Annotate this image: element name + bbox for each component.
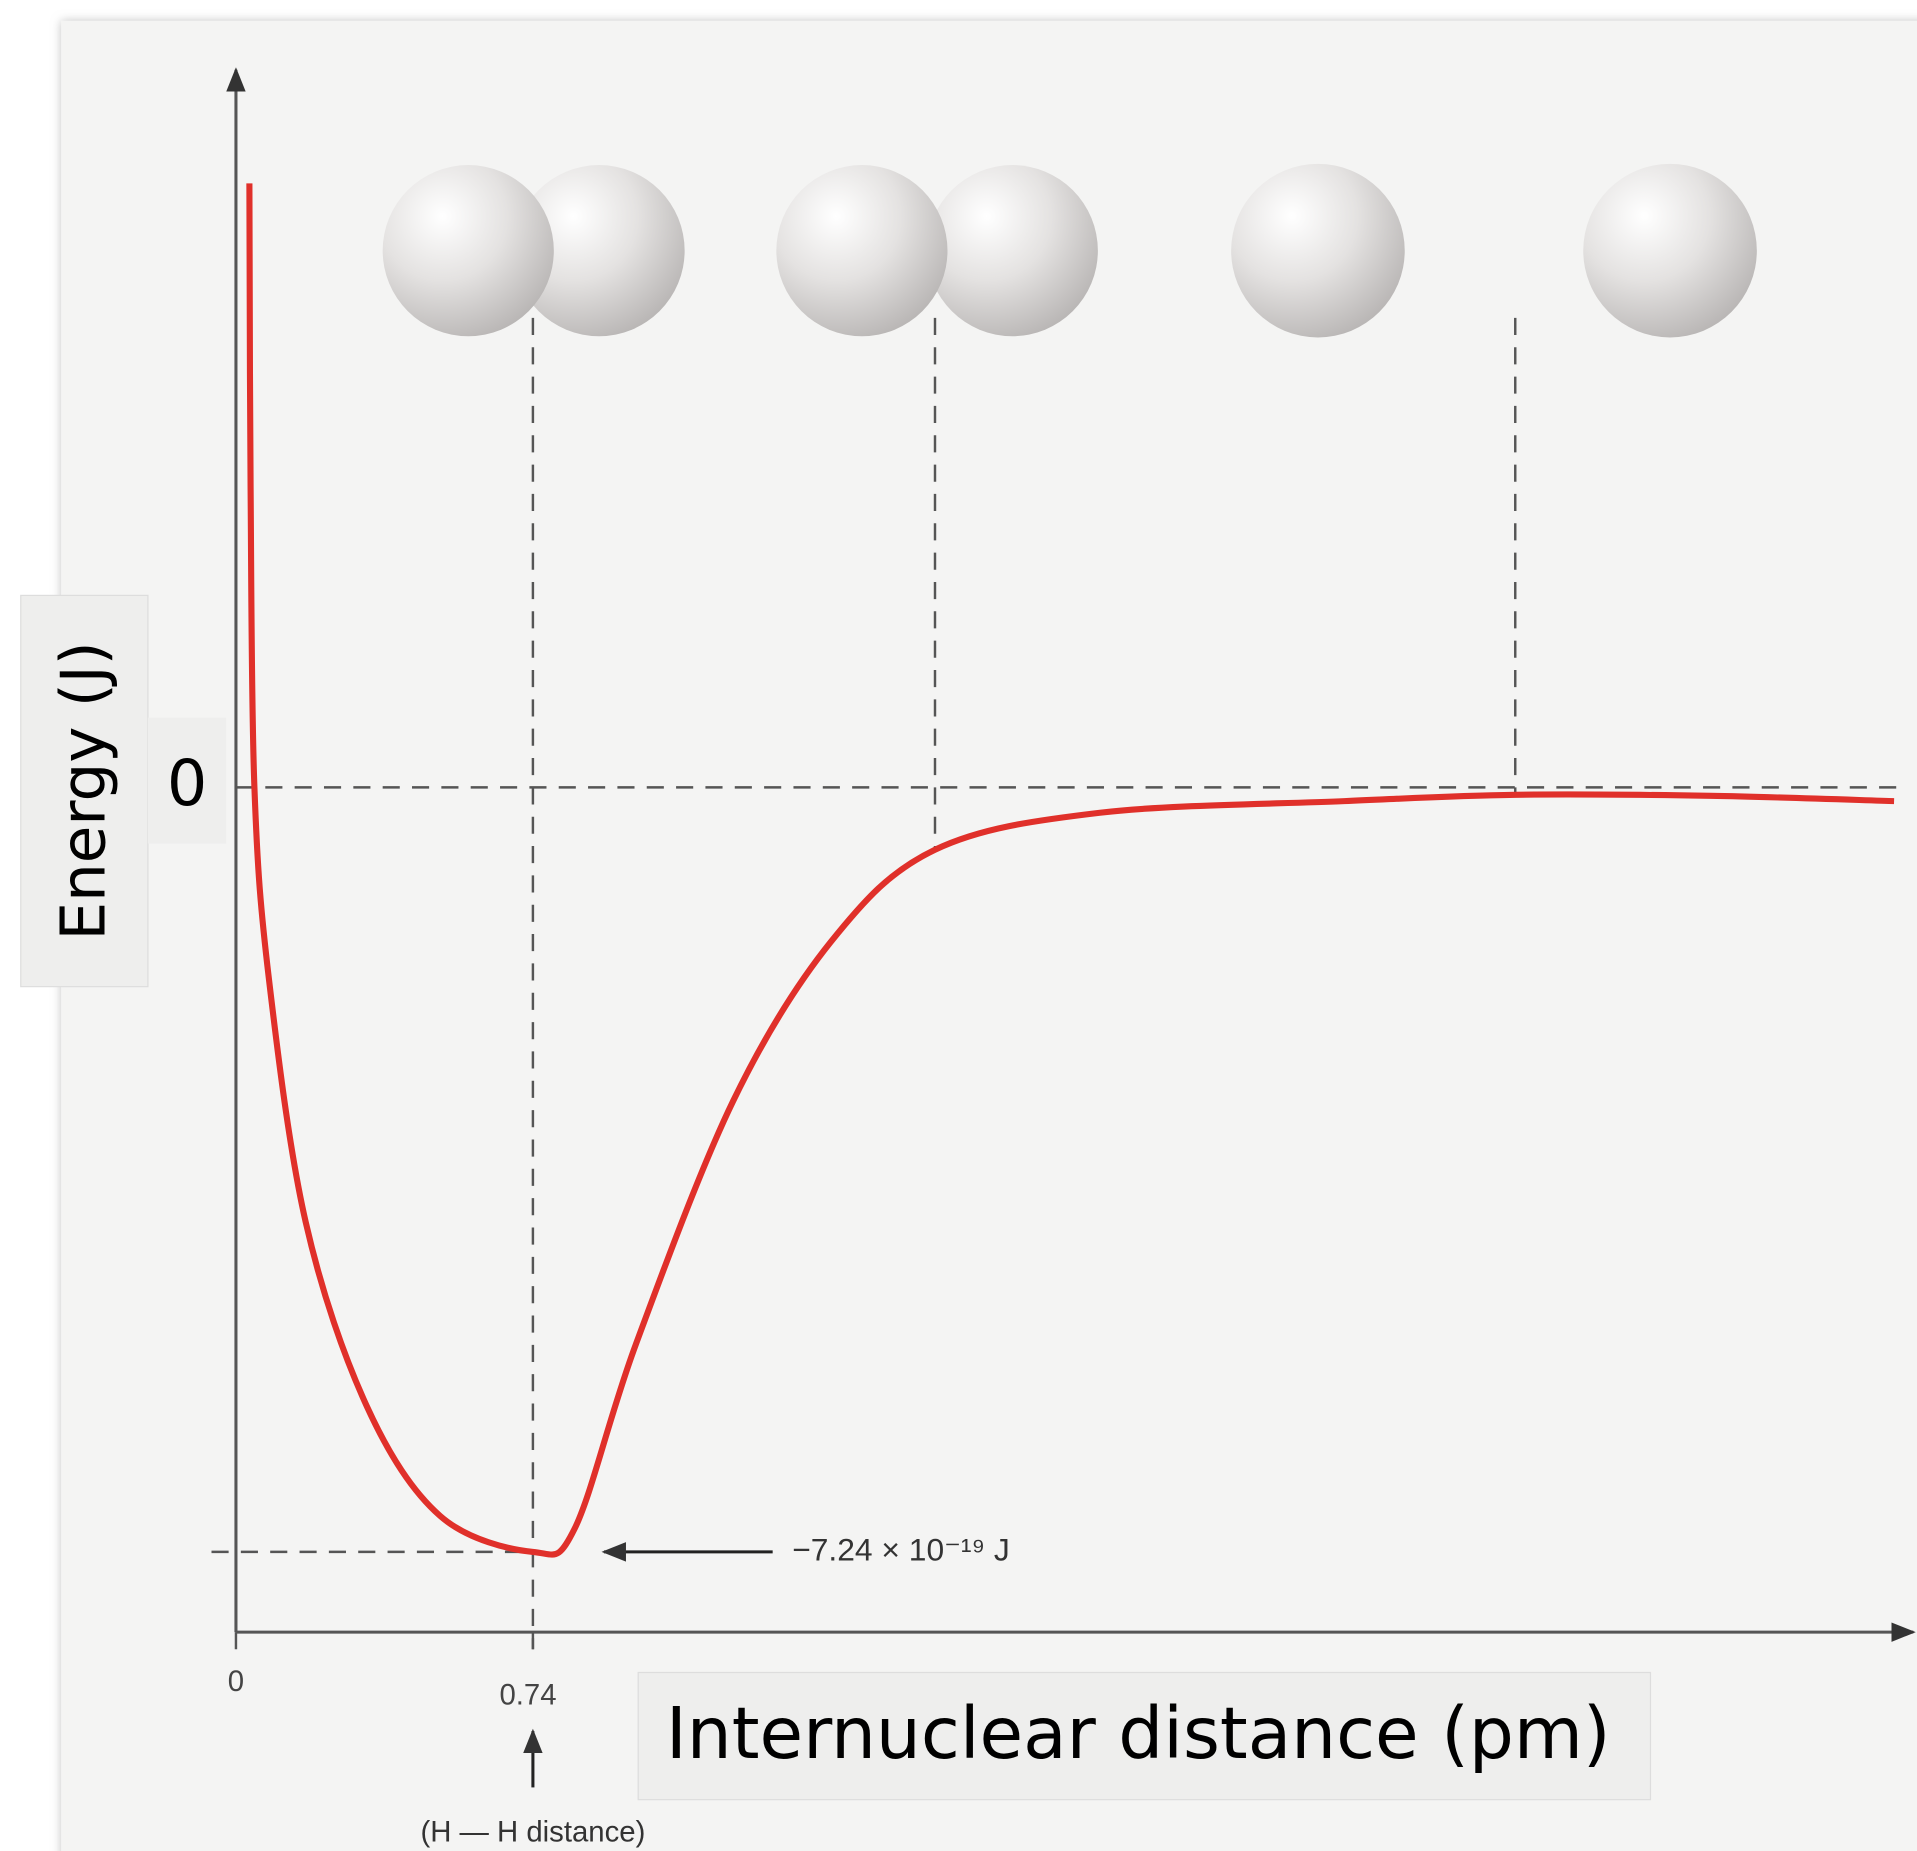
y-tick-box — [147, 717, 227, 844]
energy-curve — [246, 183, 1895, 1558]
annotation: −7.24 × 10⁻¹⁹ J — [792, 1531, 1010, 1567]
annotation: (H — H distance) — [420, 1816, 645, 1849]
x-tick-label: 0 — [228, 1665, 244, 1698]
y-label-box — [20, 594, 149, 988]
y-tick-label: 0 — [167, 746, 207, 820]
x-tick-label: 0.74 — [499, 1679, 556, 1712]
x-axis-label: Internuclear distance (pm) — [666, 1692, 1611, 1775]
x-label-box — [637, 1671, 1652, 1801]
y-axis-label: Energy (J) — [49, 641, 120, 940]
atoms — [382, 163, 1757, 338]
